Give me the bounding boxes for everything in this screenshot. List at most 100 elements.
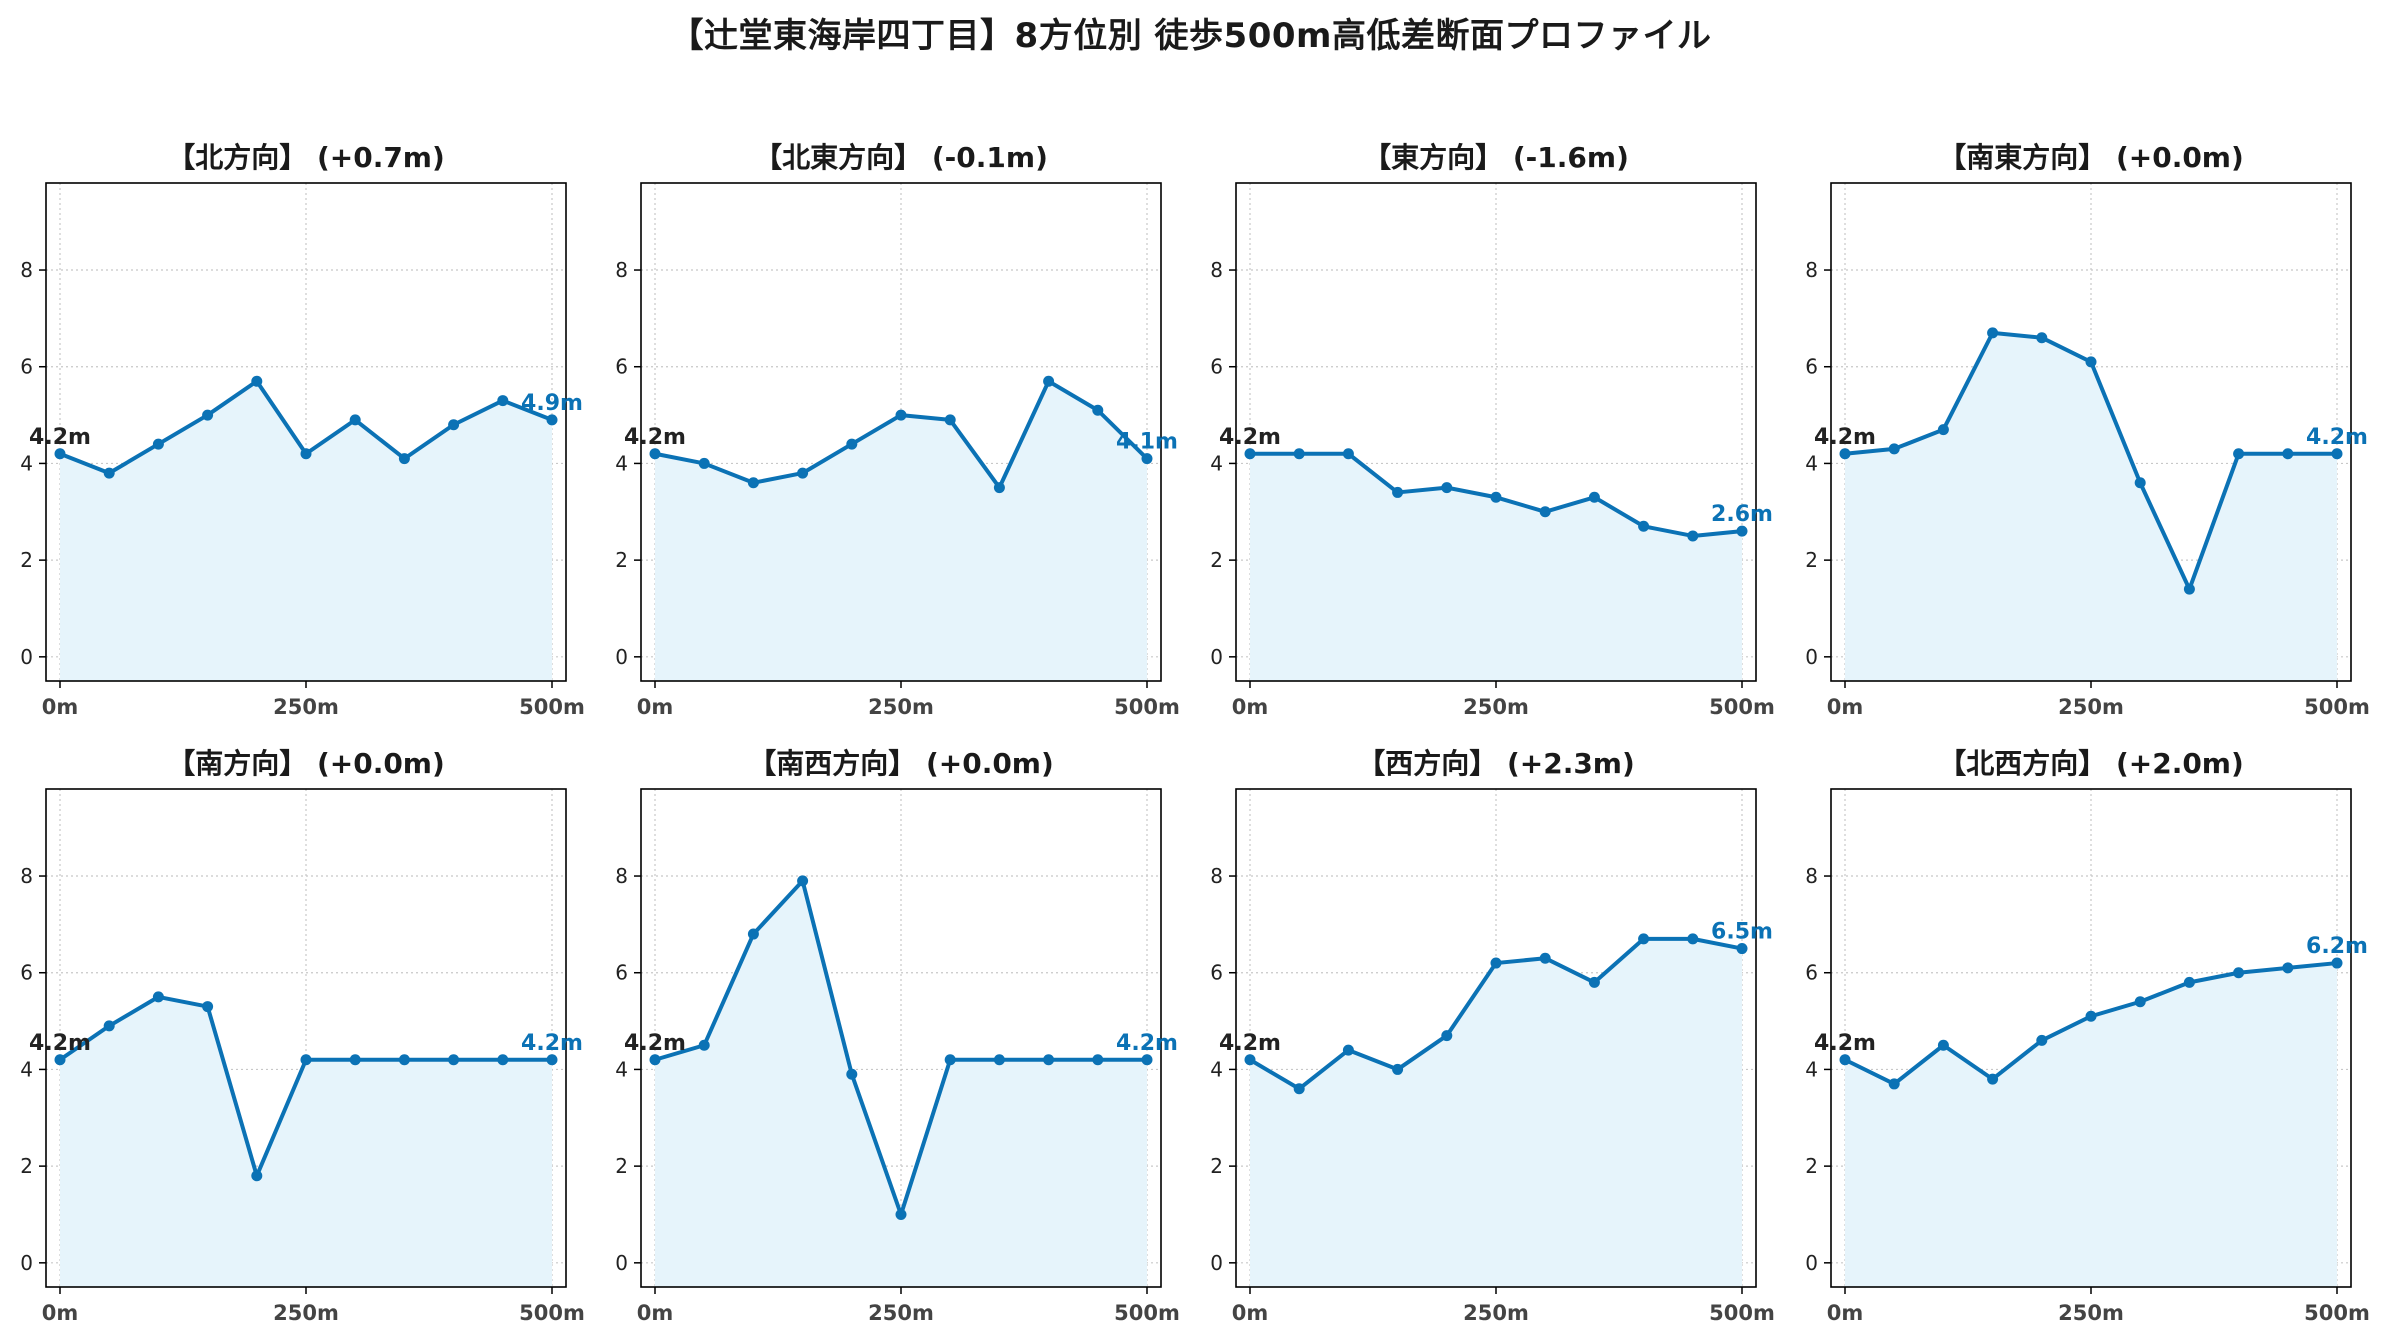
data-point: [944, 414, 956, 426]
data-point: [152, 991, 164, 1003]
y-tick-label: 4: [20, 1057, 33, 1081]
chart-panel: 【北西方向】 (+2.0m) 0 2 4 6 8 0m 250m 500m 4.2m 6.2m: [1805, 747, 2370, 1325]
data-point: [2134, 477, 2146, 489]
data-point: [1092, 1054, 1104, 1066]
chart-panel: 【北方向】 (+0.7m) 0 2 4 6 8 0m 250m 500m 4.2m 4.9m: [20, 141, 585, 719]
x-tick-label: 0m: [42, 1301, 79, 1325]
data-point: [1736, 525, 1748, 537]
x-tick-label: 500m: [2304, 1301, 2370, 1325]
start-label: 4.2m: [1814, 1031, 1876, 1056]
data-point: [2036, 332, 2048, 344]
data-point: [649, 1054, 661, 1066]
data-point: [1987, 1073, 1999, 1085]
data-point: [944, 1054, 956, 1066]
x-tick-label: 500m: [1114, 695, 1180, 719]
end-label: 4.2m: [2306, 425, 2368, 450]
area-fill: [1845, 332, 2337, 681]
y-tick-label: 0: [1210, 645, 1223, 669]
y-tick-label: 2: [20, 1154, 33, 1178]
end-label: 6.5m: [1711, 920, 1773, 945]
start-label: 4.2m: [1219, 1031, 1281, 1056]
data-point: [649, 448, 661, 460]
chart-panel: 【南方向】 (+0.0m) 0 2 4 6 8 0m 250m 500m 4.2m 4.2m: [20, 747, 585, 1325]
data-point: [103, 1020, 115, 1032]
chart-panel: 【南西方向】 (+0.0m) 0 2 4 6 8 0m 250m 500m 4.2m 4.2m: [615, 747, 1180, 1325]
data-point: [2085, 356, 2097, 368]
chart-title: 【北東方向】 (-0.1m): [754, 141, 1048, 174]
data-point: [1638, 520, 1650, 532]
y-tick-label: 0: [615, 1251, 628, 1275]
data-point: [300, 1054, 312, 1066]
y-tick-label: 0: [20, 1251, 33, 1275]
x-tick-label: 500m: [519, 695, 585, 719]
data-point: [2134, 996, 2146, 1008]
x-tick-label: 500m: [2304, 695, 2370, 719]
chart-title: 【南方向】 (+0.0m): [167, 747, 445, 780]
data-point: [2282, 448, 2294, 460]
y-tick-label: 2: [1805, 548, 1818, 572]
x-tick-label: 0m: [637, 695, 674, 719]
chart-title: 【南東方向】 (+0.0m): [1938, 141, 2244, 174]
x-tick-label: 250m: [2058, 1301, 2124, 1325]
chart-title: 【北方向】 (+0.7m): [167, 141, 445, 174]
y-tick-label: 8: [615, 258, 628, 282]
data-point: [846, 1068, 858, 1080]
data-point: [448, 1054, 460, 1066]
start-label: 4.2m: [624, 425, 686, 450]
start-label: 4.2m: [1219, 425, 1281, 450]
data-point: [2036, 1034, 2048, 1046]
x-tick-label: 250m: [2058, 695, 2124, 719]
data-point: [1392, 1063, 1404, 1075]
data-point: [349, 414, 361, 426]
y-tick-label: 8: [1210, 864, 1223, 888]
data-point: [1141, 1054, 1153, 1066]
y-tick-label: 6: [1805, 355, 1818, 379]
y-tick-label: 0: [615, 645, 628, 669]
data-point: [747, 928, 759, 940]
data-point: [2085, 1010, 2097, 1022]
data-point: [1392, 486, 1404, 498]
y-tick-label: 4: [1805, 451, 1818, 475]
data-point: [202, 1001, 214, 1013]
data-point: [993, 1054, 1005, 1066]
area-fill: [655, 381, 1147, 681]
data-point: [1342, 448, 1354, 460]
x-tick-label: 0m: [1232, 1301, 1269, 1325]
y-tick-label: 4: [1805, 1057, 1818, 1081]
y-tick-label: 4: [1210, 451, 1223, 475]
y-tick-label: 2: [615, 1154, 628, 1178]
y-tick-label: 8: [20, 258, 33, 282]
data-point: [1987, 327, 1999, 339]
y-tick-label: 8: [1805, 258, 1818, 282]
end-label: 4.2m: [521, 1031, 583, 1056]
y-tick-label: 6: [20, 355, 33, 379]
data-point: [1141, 453, 1153, 465]
data-point: [2331, 448, 2343, 460]
y-tick-label: 2: [1210, 1154, 1223, 1178]
y-tick-label: 6: [1210, 355, 1223, 379]
data-point: [1539, 506, 1551, 518]
end-label: 4.2m: [1116, 1031, 1178, 1056]
area-fill: [1250, 938, 1742, 1287]
y-tick-label: 6: [20, 961, 33, 985]
x-tick-label: 250m: [868, 1301, 934, 1325]
data-point: [895, 1208, 907, 1220]
data-point: [2233, 448, 2245, 460]
data-point: [251, 1170, 263, 1182]
data-point: [2282, 962, 2294, 974]
data-point: [1687, 530, 1699, 542]
data-point: [300, 448, 312, 460]
chart-panel: 【北東方向】 (-0.1m) 0 2 4 6 8 0m 250m 500m 4.2m 4.1m: [615, 141, 1180, 719]
x-tick-label: 500m: [1709, 1301, 1775, 1325]
data-point: [797, 875, 809, 887]
data-point: [448, 419, 460, 431]
x-tick-label: 500m: [1114, 1301, 1180, 1325]
data-point: [1588, 976, 1600, 988]
data-point: [1687, 933, 1699, 945]
y-tick-label: 4: [615, 451, 628, 475]
y-tick-label: 6: [1805, 961, 1818, 985]
data-point: [1839, 1054, 1851, 1066]
start-label: 4.2m: [29, 1031, 91, 1056]
area-fill: [1845, 963, 2337, 1287]
